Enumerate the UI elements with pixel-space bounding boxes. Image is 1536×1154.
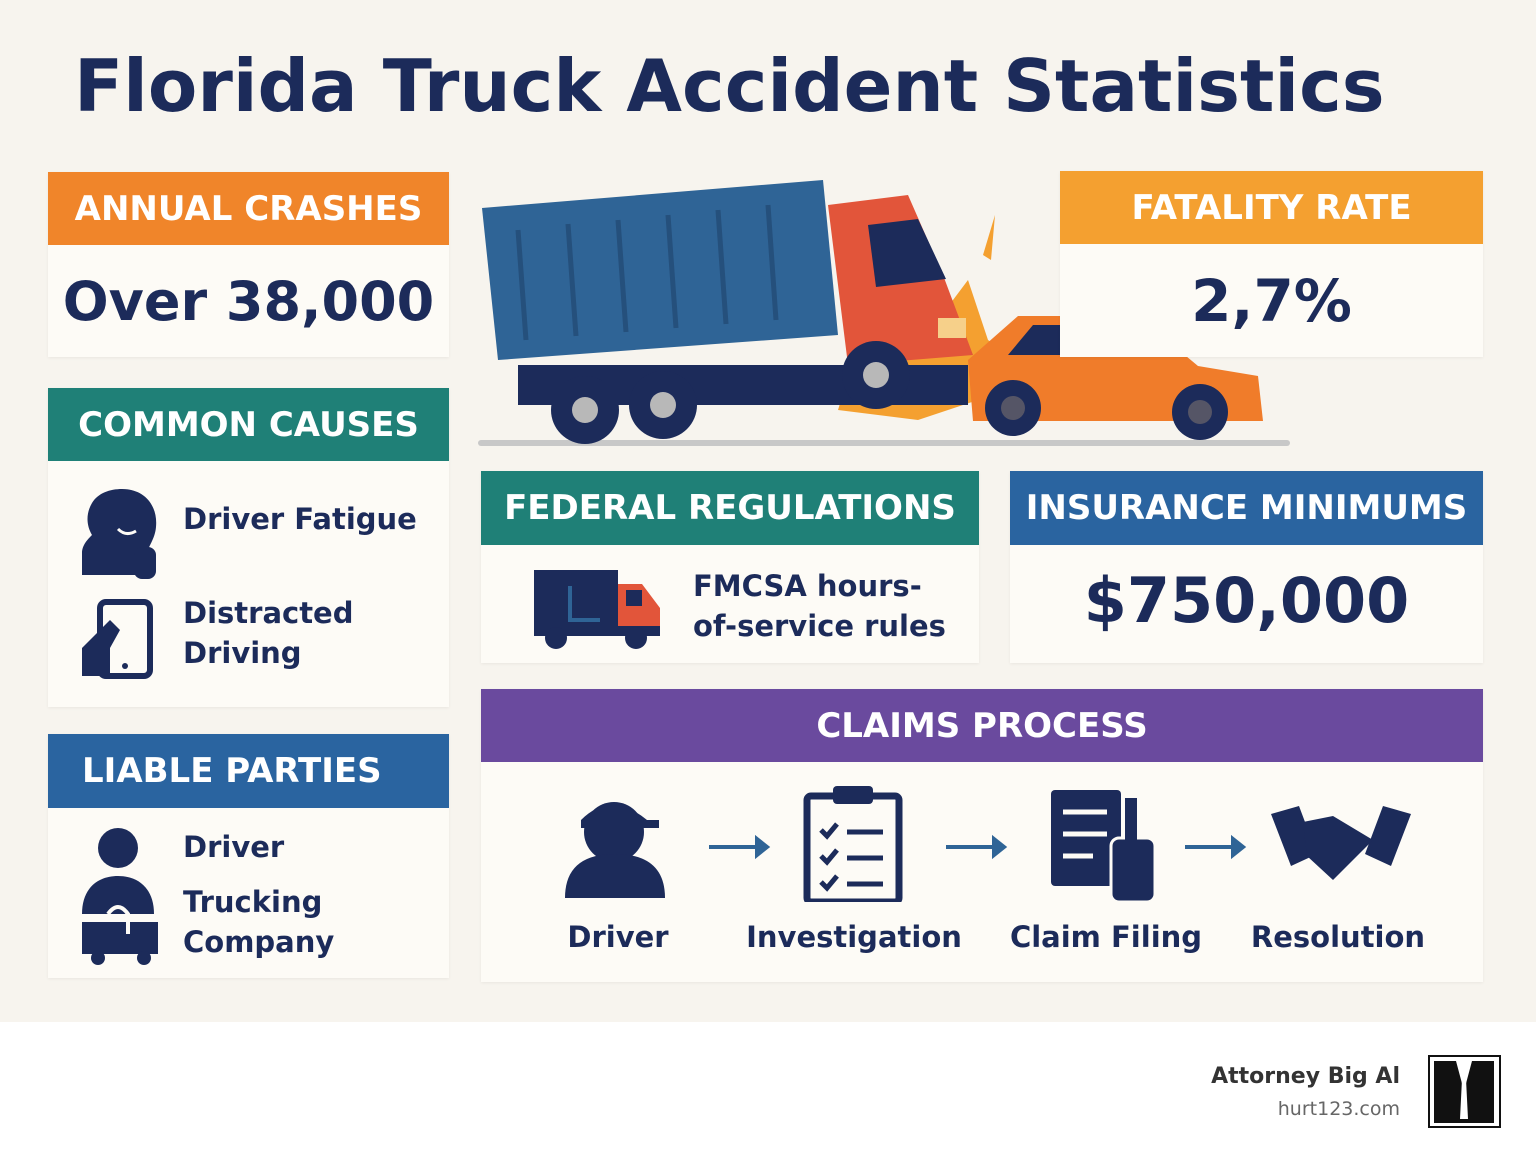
card-header: INSURANCE MINIMUMS — [1010, 471, 1483, 545]
phone-icon — [82, 599, 153, 679]
step-label: Resolution — [1250, 920, 1426, 954]
step-label: Claim Filing — [1009, 920, 1203, 954]
footer-brand: Attorney Big Al — [1211, 1064, 1400, 1089]
card-header: COMMON CAUSES — [48, 388, 449, 461]
footer — [0, 1022, 1536, 1154]
footer-url: hurt123.com — [1277, 1098, 1400, 1120]
cause-item: Driver Fatigue — [183, 502, 417, 536]
regulation-text: FMCSA hours-of-service rules — [693, 569, 946, 643]
cause-item: Distracted Driving — [183, 596, 354, 670]
card-header: CLAIMS PROCESS — [481, 689, 1483, 762]
step-label: Investigation — [746, 920, 962, 954]
party-item: Trucking Company — [183, 885, 335, 959]
stat-value: 2,7% — [1191, 266, 1352, 335]
crash-illustration — [478, 180, 1290, 446]
step-label: Driver — [567, 920, 669, 954]
card-header: ANNUAL CRASHES — [48, 172, 449, 245]
party-item: Driver — [183, 830, 285, 864]
card-header: FATALITY RATE — [1060, 171, 1483, 244]
title: Florida Truck Accident Statistics — [74, 44, 1385, 128]
stat-value: Over 38,000 — [62, 269, 435, 333]
truck-icon — [534, 570, 660, 649]
fatigue-icon — [82, 489, 157, 579]
claims-icons — [565, 786, 1411, 902]
card-header: FEDERAL REGULATIONS — [481, 471, 979, 545]
driver-truck-icon — [82, 828, 158, 965]
card-header: LIABLE PARTIES — [48, 734, 449, 808]
stat-value: $750,000 — [1083, 563, 1410, 637]
logo — [1428, 1055, 1501, 1128]
